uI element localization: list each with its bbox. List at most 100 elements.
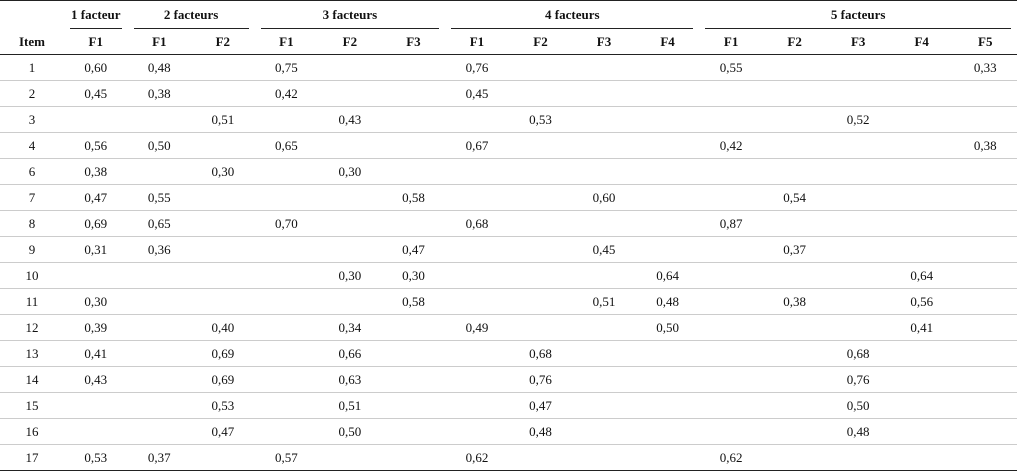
empty-cell	[762, 418, 827, 445]
item-cell: 12	[0, 314, 64, 341]
empty-cell	[953, 314, 1017, 341]
group-header: 5 facteurs	[699, 1, 1017, 29]
table-row: 4 0,56 0,50 0,65 0,67 0,42 0,38	[0, 132, 1017, 159]
table-row: 12 0,39 0,40 0,34 0,49 0,50 0,41	[0, 314, 1017, 341]
empty-cell	[699, 288, 763, 315]
empty-cell	[826, 80, 890, 107]
empty-cell	[254, 314, 319, 341]
empty-cell	[127, 392, 192, 419]
item-cell: 8	[0, 210, 64, 237]
factor-header: F4	[635, 29, 700, 55]
empty-cell	[127, 340, 192, 367]
empty-cell	[762, 314, 827, 341]
loading-cell: 0,68	[508, 340, 573, 367]
empty-cell	[953, 262, 1017, 289]
empty-cell	[762, 392, 827, 419]
item-cell: 17	[0, 444, 64, 471]
empty-cell	[508, 80, 573, 107]
loading-cell: 0,30	[64, 288, 128, 315]
factor-header: F1	[254, 29, 319, 55]
empty-cell	[572, 262, 636, 289]
loading-cell: 0,68	[826, 340, 890, 367]
empty-cell	[381, 444, 446, 471]
empty-cell	[254, 158, 319, 185]
loading-cell: 0,38	[762, 288, 827, 315]
item-cell: 1	[0, 54, 64, 81]
item-cell: 6	[0, 158, 64, 185]
empty-cell	[826, 132, 890, 159]
empty-cell	[953, 392, 1017, 419]
empty-cell	[572, 80, 636, 107]
loading-cell: 0,54	[762, 184, 827, 211]
item-cell: 16	[0, 418, 64, 445]
loading-cell: 0,52	[826, 106, 890, 133]
loading-cell: 0,69	[191, 340, 255, 367]
loading-cell: 0,76	[445, 54, 509, 81]
empty-cell	[762, 366, 827, 393]
item-cell: 11	[0, 288, 64, 315]
loading-cell: 0,43	[318, 106, 382, 133]
empty-cell	[953, 288, 1017, 315]
empty-cell	[64, 106, 128, 133]
loading-cell: 0,53	[64, 444, 128, 471]
empty-cell	[699, 106, 763, 133]
loading-cell: 0,67	[445, 132, 509, 159]
empty-cell	[191, 132, 255, 159]
empty-cell	[762, 262, 827, 289]
empty-cell	[445, 418, 509, 445]
empty-cell	[191, 210, 255, 237]
loading-cell: 0,30	[318, 262, 382, 289]
empty-cell	[699, 236, 763, 263]
loading-cell: 0,64	[889, 262, 954, 289]
empty-cell	[381, 340, 446, 367]
empty-cell	[572, 418, 636, 445]
empty-cell	[191, 54, 255, 81]
loading-cell: 0,48	[508, 418, 573, 445]
loading-cell: 0,30	[191, 158, 255, 185]
loading-cell: 0,66	[318, 340, 382, 367]
empty-cell	[826, 54, 890, 81]
loading-cell: 0,30	[318, 158, 382, 185]
empty-cell	[699, 392, 763, 419]
loading-cell: 0,76	[826, 366, 890, 393]
empty-cell	[254, 418, 319, 445]
loading-cell: 0,69	[64, 210, 128, 237]
item-header: Item	[0, 29, 64, 55]
table-row: 13 0,41 0,69 0,66 0,68 0,68	[0, 340, 1017, 367]
empty-cell	[635, 132, 700, 159]
empty-cell	[127, 288, 192, 315]
loading-cell: 0,56	[64, 132, 128, 159]
loading-cell: 0,53	[191, 392, 255, 419]
group-label: 5 facteurs	[705, 1, 1012, 29]
empty-cell	[445, 236, 509, 263]
factor-header: F3	[572, 29, 636, 55]
loading-cell: 0,38	[953, 132, 1017, 159]
empty-cell	[826, 236, 890, 263]
empty-cell	[254, 366, 319, 393]
item-cell: 4	[0, 132, 64, 159]
loading-cell: 0,64	[635, 262, 700, 289]
table-row: 17 0,53 0,37 0,57 0,62 0,62	[0, 444, 1017, 471]
empty-cell	[508, 54, 573, 81]
empty-cell	[381, 392, 446, 419]
loading-cell: 0,36	[127, 236, 192, 263]
empty-cell	[445, 392, 509, 419]
empty-cell	[953, 210, 1017, 237]
empty-cell	[508, 288, 573, 315]
loading-cell: 0,48	[127, 54, 192, 81]
table-row: 15 0,53 0,51 0,47 0,50	[0, 392, 1017, 419]
loading-cell: 0,39	[64, 314, 128, 341]
loading-cell: 0,34	[318, 314, 382, 341]
loading-cell: 0,47	[191, 418, 255, 445]
factor-header: F1	[127, 29, 192, 55]
empty-cell	[889, 236, 954, 263]
loading-cell: 0,30	[381, 262, 446, 289]
empty-cell	[191, 236, 255, 263]
group-header: 3 facteurs	[255, 1, 446, 29]
empty-cell	[953, 340, 1017, 367]
loading-cell: 0,50	[635, 314, 700, 341]
empty-cell	[826, 262, 890, 289]
factor-header: F1	[445, 29, 509, 55]
empty-cell	[635, 444, 700, 471]
empty-cell	[826, 314, 890, 341]
